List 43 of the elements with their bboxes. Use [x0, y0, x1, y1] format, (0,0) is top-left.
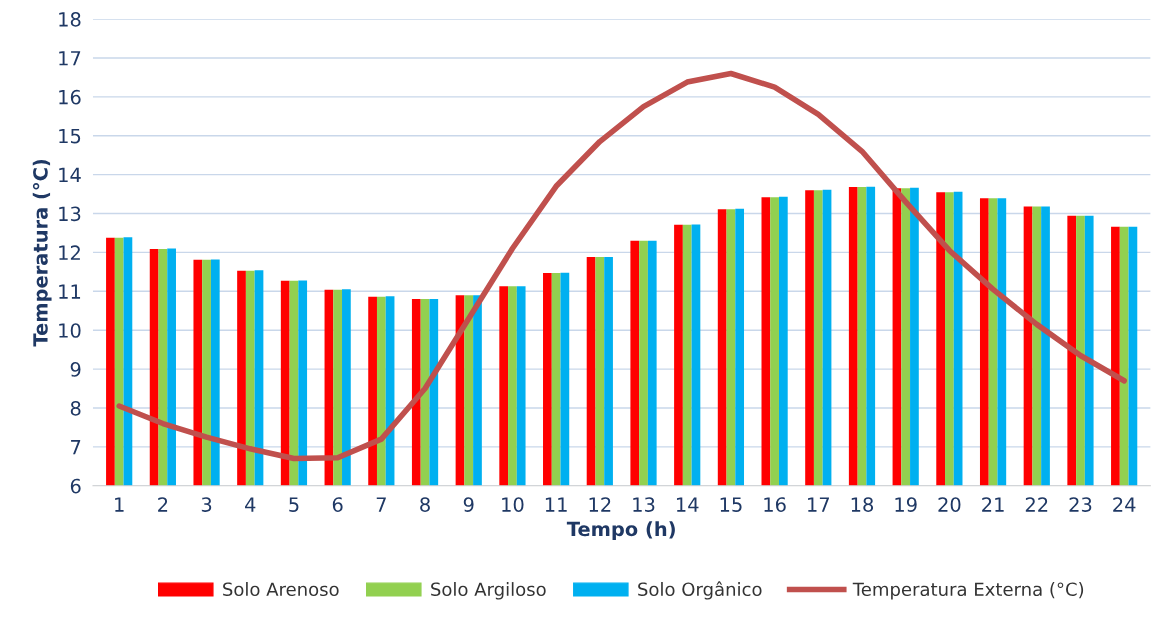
y-tick-label: 15: [59, 128, 81, 144]
x-tick-label: 20: [938, 497, 961, 512]
y-tick-label: 11: [59, 284, 81, 299]
x-tick-label: 13: [633, 497, 655, 512]
y-tick-label: 8: [70, 400, 81, 416]
x-tick-label: 19: [895, 497, 917, 512]
x-tick-label: 1: [115, 497, 124, 512]
y-tick-label: 7: [71, 440, 81, 455]
x-tick-label: 14: [676, 497, 699, 512]
x-tick-label: 10: [502, 497, 524, 512]
x-tick-label: 16: [764, 497, 786, 512]
x-tick-label: 4: [245, 497, 256, 512]
x-tick-label: 7: [376, 497, 386, 512]
y-tick-label: 18: [59, 12, 81, 27]
y-tick-label: 13: [59, 206, 81, 222]
x-tick-label: 8: [420, 497, 430, 512]
x-axis-title: Tempo (h): [566, 521, 675, 541]
x-tick-label: 15: [720, 497, 742, 512]
legend-label: Solo Orgânico: [638, 581, 762, 600]
x-tick-label: 6: [332, 497, 343, 512]
legend-label: Solo Argiloso: [431, 582, 546, 600]
x-tick-label: 9: [463, 497, 474, 512]
x-tick-label: 17: [808, 497, 830, 512]
legend-label: Solo Arenoso: [223, 582, 339, 597]
legend-label: Temperatura Externa (°C): [852, 582, 1084, 600]
x-tick-label: 21: [982, 497, 1004, 512]
x-tick-label: 24: [1113, 497, 1136, 512]
x-tick-label: 12: [589, 497, 611, 512]
x-tick-label: 3: [201, 497, 212, 512]
y-tick-label: 9: [70, 362, 81, 377]
y-tick-label: 17: [59, 51, 81, 66]
x-tick-label: 22: [1025, 497, 1048, 512]
y-axis-title: Temperatura (°C): [32, 159, 52, 347]
x-tick-label: 11: [545, 497, 567, 512]
x-tick-label: 18: [851, 497, 874, 512]
y-tick-label: 16: [59, 89, 81, 105]
x-tick-label: 5: [289, 497, 299, 512]
y-tick-label: 14: [59, 167, 81, 183]
y-tick-label: 12: [59, 245, 80, 260]
y-tick-label: 10: [59, 323, 81, 338]
x-tick-label: 2: [158, 497, 168, 512]
x-tick-label: 23: [1069, 497, 1092, 512]
y-tick-label: 6: [70, 478, 81, 494]
